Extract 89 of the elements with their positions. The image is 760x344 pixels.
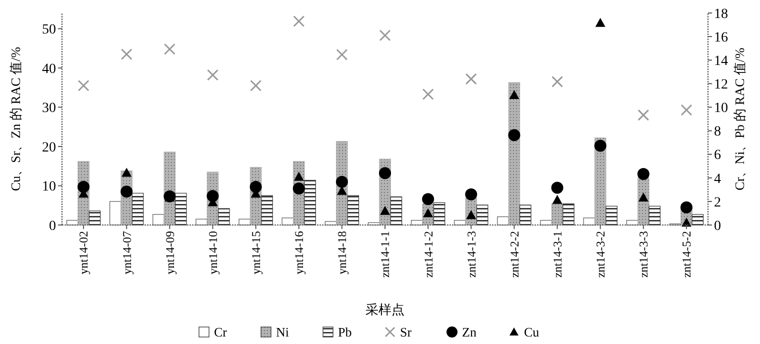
bar (476, 204, 488, 226)
point (122, 168, 132, 177)
y2-tick-label: 2 (714, 195, 721, 210)
point (680, 104, 692, 116)
point (465, 188, 478, 200)
legend-label: Sr (400, 324, 412, 340)
y-tick-label: 10 (42, 180, 56, 195)
bar (520, 204, 532, 226)
point (638, 109, 650, 121)
point (552, 194, 562, 204)
y2-tick-label: 8 (714, 124, 721, 140)
point (292, 182, 305, 194)
point (78, 180, 90, 193)
bar (692, 214, 704, 226)
y-tick-label: 30 (42, 101, 56, 116)
y2-tick-label: 16 (714, 30, 728, 46)
y2-tick-label: 10 (714, 101, 728, 116)
y2-tick-label: 6 (714, 148, 721, 164)
bar (551, 204, 564, 226)
point (379, 167, 391, 180)
y2-tick-label: 0 (714, 218, 721, 234)
point (551, 182, 564, 194)
bar (433, 202, 446, 226)
point (336, 176, 348, 188)
point (594, 140, 606, 152)
point (637, 168, 650, 180)
point (164, 43, 176, 55)
point (508, 129, 520, 142)
legend-label: Pb (338, 324, 352, 340)
point (78, 80, 90, 92)
x-tick-label: ynt14-07 (120, 231, 134, 274)
point (250, 80, 262, 92)
point (379, 30, 391, 42)
x-tick-label: ynt14-10 (206, 231, 220, 274)
bar (174, 192, 187, 226)
bar (218, 208, 230, 226)
bar (390, 196, 402, 226)
x-tick-label: znt14-1-3 (464, 231, 478, 278)
point (293, 15, 305, 27)
point (638, 192, 648, 202)
y-tick-label: 40 (42, 62, 56, 77)
y-tick-label: 50 (42, 22, 56, 38)
y-tick-label: 0 (49, 218, 56, 234)
bar (261, 195, 273, 226)
bar (347, 195, 360, 226)
y-tick-label: 20 (42, 140, 56, 156)
legend-label: Ni (276, 324, 290, 340)
y2-tick-label: 18 (714, 6, 728, 22)
legend-label: Cu (524, 324, 540, 340)
y2-tick-label: 14 (714, 54, 728, 70)
y-axis-title: Cu、Sr、Zn 的 RAC 值/% (8, 46, 23, 192)
point (422, 193, 434, 206)
point (294, 172, 304, 181)
y2-tick-label: 4 (714, 172, 721, 187)
x-axis-title: 采样点 (366, 302, 404, 317)
y2-axis-title: Cr、Ni、Pb 的 RAC 值/% (732, 48, 747, 190)
point (336, 48, 348, 60)
bar (88, 210, 101, 226)
point (595, 18, 606, 27)
x-tick-label: ynt14-16 (292, 231, 306, 274)
point (206, 69, 218, 81)
point (422, 88, 434, 100)
bar (648, 206, 660, 226)
x-tick-label: znt14-1-1 (378, 231, 392, 278)
bar (606, 206, 618, 226)
x-tick-label: ynt14-15 (249, 231, 263, 274)
x-tick-label: znt14-3-2 (594, 231, 608, 278)
point (552, 76, 564, 88)
point (120, 186, 133, 198)
point (250, 180, 262, 193)
x-tick-label: znt14-5-2 (680, 231, 694, 278)
x-tick-label: ynt14-02 (76, 231, 91, 274)
x-tick-label: znt14-1-2 (421, 231, 436, 278)
x-tick-label: ynt14-18 (335, 231, 350, 274)
bar (562, 204, 574, 226)
y2-tick-label: 12 (714, 78, 728, 93)
x-tick-label: ynt14-09 (162, 231, 177, 274)
point (465, 73, 477, 85)
point (680, 201, 692, 214)
x-tick-label: znt14-3-3 (636, 231, 651, 278)
point (509, 90, 520, 100)
point (380, 206, 390, 215)
x-tick-label: znt14-3-1 (550, 231, 564, 278)
bar (132, 192, 144, 226)
legend-label: Zn (462, 324, 477, 340)
point (120, 48, 132, 60)
bar (304, 180, 316, 226)
legend-label: Cr (214, 324, 228, 340)
x-tick-label: znt14-2-2 (507, 231, 522, 278)
